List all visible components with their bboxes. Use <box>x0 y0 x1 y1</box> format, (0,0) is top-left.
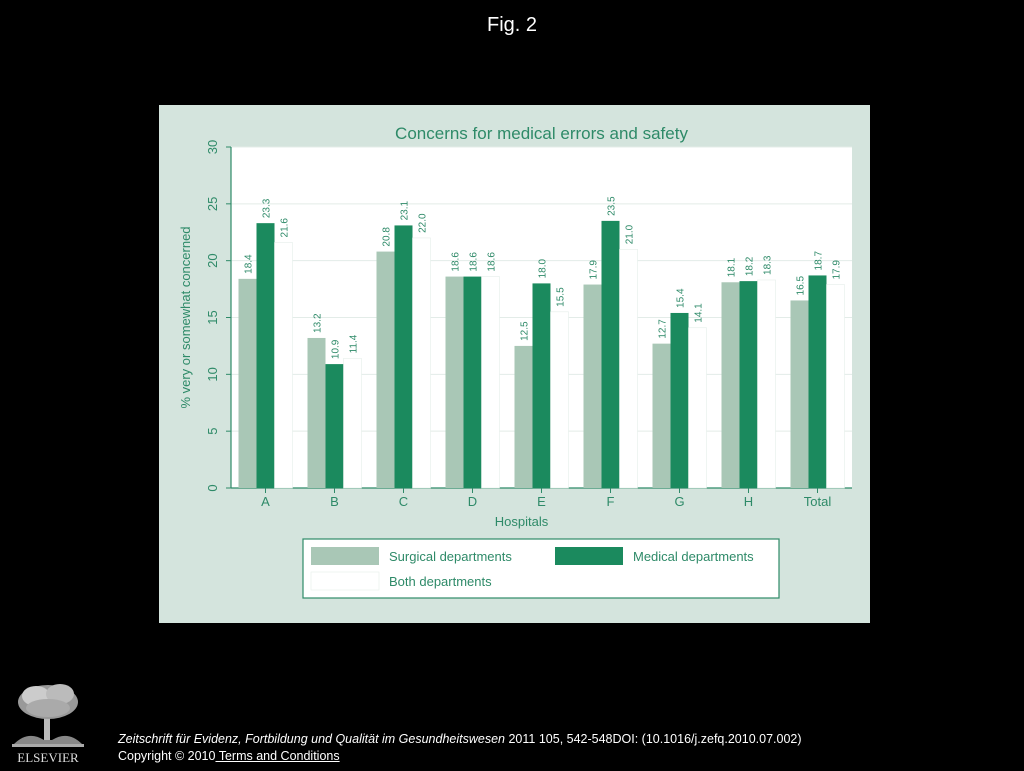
x-tick-label: B <box>330 494 339 509</box>
data-label: 12.5 <box>520 321 531 341</box>
y-tick-label: 0 <box>205 484 220 491</box>
bar-e-s3 <box>550 311 569 489</box>
legend-box <box>302 538 780 599</box>
y-axis-label: % very or somewhat concerned <box>178 226 193 408</box>
bar-h-s1 <box>721 282 740 488</box>
data-label: 23.3 <box>262 198 273 218</box>
figure-title: Fig. 2 <box>486 14 538 36</box>
data-label: 11.4 <box>349 334 360 353</box>
bar-h-s3 <box>757 279 776 489</box>
y-tick-label: 5 <box>205 428 220 435</box>
data-label: 18.1 <box>727 257 738 277</box>
bar-b-s2 <box>325 364 344 488</box>
y-tick-label: 20 <box>205 253 220 267</box>
bar-e-s1 <box>514 345 533 488</box>
legend-label: Medical departments <box>633 549 754 564</box>
bar-chart: Concerns for medical errors and safety 0 5… <box>178 124 852 599</box>
chart-title: Concerns for medical errors and safety <box>395 124 688 143</box>
bar-d-s1 <box>445 276 464 488</box>
x-axis-label: Hospitals <box>495 514 549 529</box>
bar-a-s3 <box>274 242 293 489</box>
x-tick-label: Total <box>804 494 832 509</box>
journal-name: Zeitschrift für Evidenz, Fortbildung und… <box>118 732 505 746</box>
data-label: 17.9 <box>589 260 600 280</box>
data-label: 21.0 <box>625 224 636 244</box>
data-label: 18.7 <box>814 251 825 271</box>
bar-e-s2 <box>532 283 551 488</box>
x-tick-label: F <box>607 494 615 509</box>
data-label: 22.0 <box>418 213 429 233</box>
x-tick-label: H <box>744 494 753 509</box>
bar-c-s1 <box>376 251 395 488</box>
legend-swatch <box>310 571 380 591</box>
data-label: 15.5 <box>556 287 567 307</box>
elsevier-logo: ELSEVIER <box>8 680 88 766</box>
legend-swatch <box>555 547 623 565</box>
bar-g-s2 <box>670 312 689 488</box>
bar-b-s1 <box>307 337 326 488</box>
bar-total-s3 <box>826 284 845 489</box>
citation-details: 2011 105, 542-548DOI: (10.1016/j.zefq.20… <box>508 732 802 746</box>
bar-d-s3 <box>481 276 500 489</box>
data-label: 23.1 <box>400 201 411 221</box>
bar-g-s3 <box>688 327 707 489</box>
bar-total-s1 <box>790 300 809 488</box>
data-label: 12.7 <box>658 319 669 339</box>
bar-h-s2 <box>739 281 758 488</box>
data-label: 18.3 <box>763 255 774 275</box>
bar-total-s2 <box>808 275 827 488</box>
y-tick-label: 30 <box>205 140 220 154</box>
y-tick-label: 10 <box>205 367 220 381</box>
data-label: 14.1 <box>694 303 705 323</box>
data-label: 23.5 <box>607 196 618 216</box>
bar-a-s2 <box>256 223 275 488</box>
legend-swatch <box>311 547 379 565</box>
data-label: 15.4 <box>676 288 687 308</box>
copyright-text: Copyright © 2010 <box>118 749 216 763</box>
data-label: 17.9 <box>832 260 843 280</box>
bar-f-s1 <box>583 284 602 488</box>
bar-b-s3 <box>343 358 362 489</box>
bar-c-s2 <box>394 225 413 488</box>
data-label: 18.6 <box>487 252 498 272</box>
x-tick-label: D <box>468 494 477 509</box>
bar-f-s3 <box>619 249 638 489</box>
data-label: 13.2 <box>313 313 324 333</box>
y-tick-label: 25 <box>205 197 220 211</box>
x-tick-label: C <box>399 494 408 509</box>
legend-label: Both departments <box>389 574 492 589</box>
bar-c-s3 <box>412 237 431 489</box>
data-label: 18.0 <box>538 258 549 278</box>
bar-g-s1 <box>652 343 671 488</box>
citation-line: Zeitschrift für Evidenz, Fortbildung und… <box>118 731 802 748</box>
citation: Zeitschrift für Evidenz, Fortbildung und… <box>118 731 802 765</box>
terms-link[interactable]: Terms and Conditions <box>215 749 340 763</box>
data-label: 18.6 <box>451 252 462 272</box>
chart-panel: Concerns for medical errors and safety 0 5… <box>159 105 870 623</box>
data-label: 21.6 <box>280 218 291 238</box>
legend-label: Surgical departments <box>389 549 512 564</box>
data-label: 10.9 <box>331 339 342 359</box>
x-tick-label: E <box>537 494 546 509</box>
elsevier-wordmark: ELSEVIER <box>17 750 79 765</box>
data-label: 16.5 <box>796 276 807 296</box>
data-label: 20.8 <box>382 227 393 247</box>
data-label: 18.2 <box>745 256 756 276</box>
copyright-line: Copyright © 2010 Terms and Conditions <box>118 748 802 765</box>
x-tick-label: G <box>674 494 684 509</box>
bar-f-s2 <box>601 220 620 488</box>
bar-a-s1 <box>238 278 257 488</box>
data-label: 18.6 <box>469 252 480 272</box>
x-tick-label: A <box>261 494 270 509</box>
data-label: 18.4 <box>244 254 255 274</box>
tree-logo-icon: ELSEVIER <box>12 684 84 765</box>
bar-d-s2 <box>463 276 482 488</box>
y-tick-label: 15 <box>205 310 220 324</box>
